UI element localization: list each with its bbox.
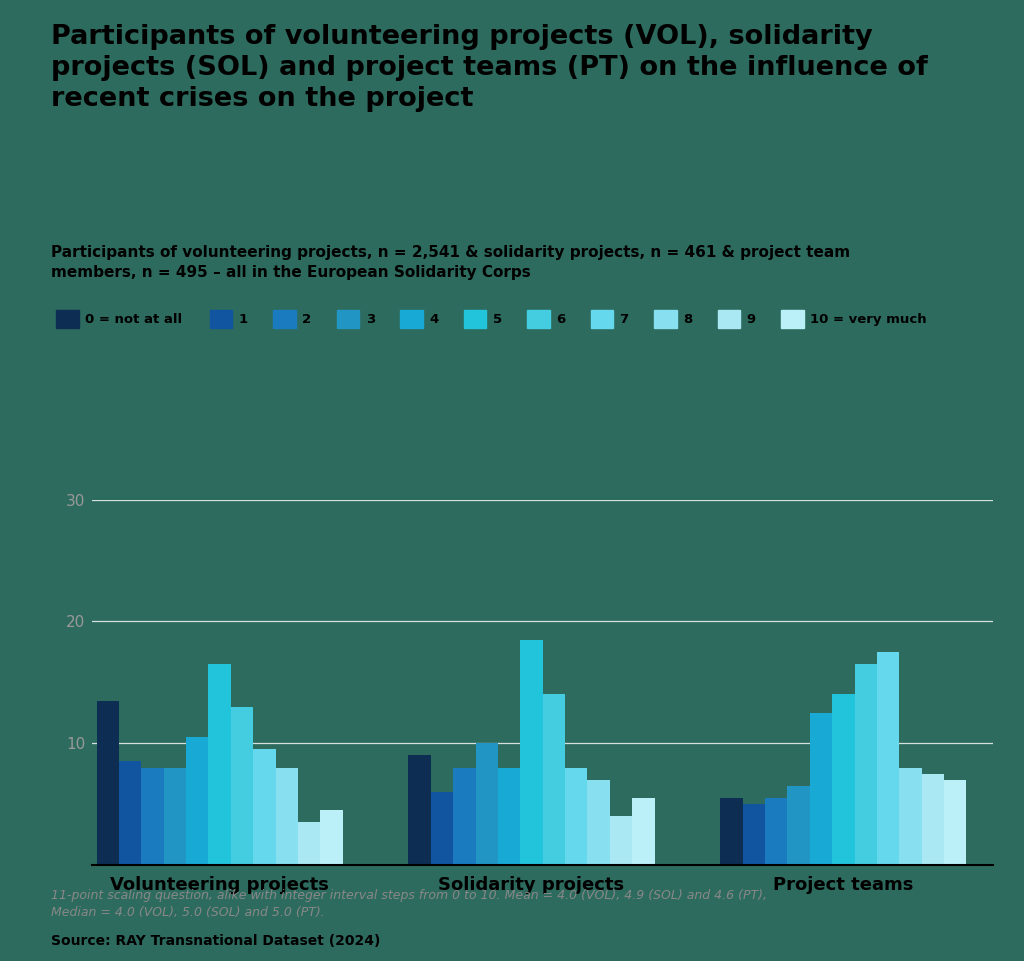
Bar [765, 798, 787, 865]
Bar [588, 779, 610, 865]
Bar [833, 695, 855, 865]
Text: 7: 7 [620, 312, 629, 326]
Text: 4: 4 [429, 312, 438, 326]
Text: 11-point scaling question, alike with integer interval steps from 0 to 10. Mean : 11-point scaling question, alike with in… [51, 889, 767, 919]
Bar [632, 798, 654, 865]
Bar [787, 786, 810, 865]
Bar [475, 743, 498, 865]
Text: 5: 5 [493, 312, 502, 326]
Bar [298, 823, 321, 865]
Bar [275, 768, 298, 865]
Text: 10 = very much: 10 = very much [810, 312, 927, 326]
Text: 1: 1 [239, 312, 248, 326]
Text: 9: 9 [746, 312, 756, 326]
Bar [520, 640, 543, 865]
Bar [543, 695, 565, 865]
Bar [498, 768, 520, 865]
Bar [899, 768, 922, 865]
Bar [230, 706, 253, 865]
Text: Participants of volunteering projects (VOL), solidarity
projects (SOL) and proje: Participants of volunteering projects (V… [51, 24, 928, 112]
Bar [409, 755, 431, 865]
Bar [720, 798, 742, 865]
Bar [253, 750, 275, 865]
Bar [454, 768, 475, 865]
Bar [944, 779, 967, 865]
Bar [742, 804, 765, 865]
Text: 3: 3 [366, 312, 375, 326]
Text: 8: 8 [683, 312, 692, 326]
Bar [877, 652, 899, 865]
Bar [209, 664, 230, 865]
Bar [119, 761, 141, 865]
Bar [96, 701, 119, 865]
Text: 6: 6 [556, 312, 565, 326]
Bar [810, 713, 833, 865]
Bar [855, 664, 877, 865]
Bar [431, 792, 454, 865]
Text: Participants of volunteering projects, n = 2,541 & solidarity projects, n = 461 : Participants of volunteering projects, n… [51, 245, 850, 280]
Bar [186, 737, 209, 865]
Bar [610, 816, 632, 865]
Bar [164, 768, 186, 865]
Text: 0 = not at all: 0 = not at all [85, 312, 182, 326]
Bar [141, 768, 164, 865]
Text: Source: RAY Transnational Dataset (2024): Source: RAY Transnational Dataset (2024) [51, 934, 381, 949]
Bar [922, 774, 944, 865]
Bar [565, 768, 588, 865]
Text: 2: 2 [302, 312, 311, 326]
Bar [321, 810, 343, 865]
